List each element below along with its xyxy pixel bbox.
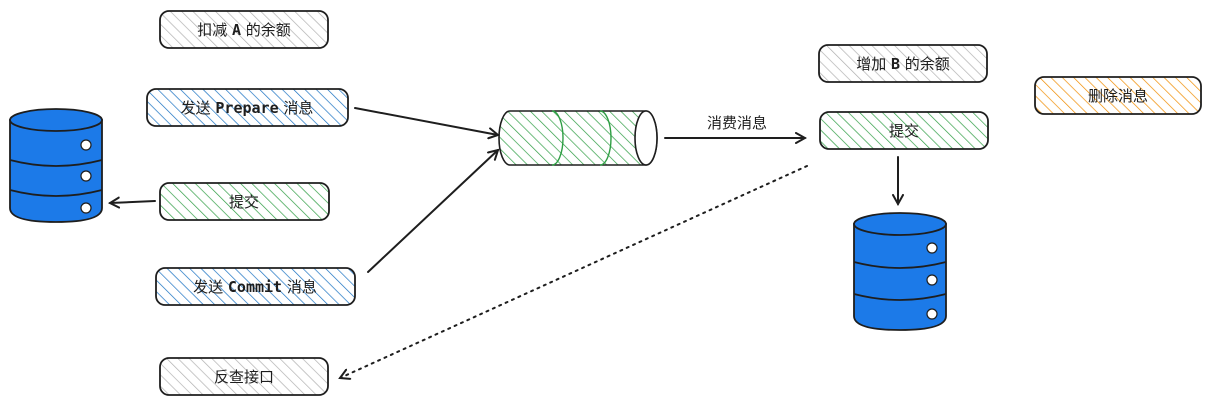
commit-to-database-arrow bbox=[110, 201, 156, 203]
send-commit-box: 发送 Commit 消息 bbox=[155, 267, 356, 306]
prepare-to-queue-arrow bbox=[354, 107, 498, 135]
commit-right-label: 提交 bbox=[889, 122, 919, 140]
reverse-check-dotted-arrow bbox=[340, 165, 808, 378]
consume-message-label: 消费消息 bbox=[707, 114, 767, 132]
commit-left-label: 提交 bbox=[229, 193, 259, 211]
increase-b-balance-box: 增加 B 的余额 bbox=[818, 44, 988, 83]
commit-to-queue-arrow bbox=[367, 150, 498, 273]
send-prepare-box: 发送 Prepare 消息 bbox=[146, 88, 349, 127]
delete-message-label: 删除消息 bbox=[1088, 87, 1148, 105]
message-queue-icon bbox=[498, 110, 658, 166]
send-prepare-label: 发送 Prepare 消息 bbox=[181, 99, 314, 117]
send-commit-label: 发送 Commit 消息 bbox=[193, 278, 317, 296]
deduct-a-balance-label: 扣减 A 的余额 bbox=[197, 21, 291, 39]
commit-left-box: 提交 bbox=[159, 182, 330, 221]
reverse-check-box: 反查接口 bbox=[159, 357, 329, 396]
commit-right-box: 提交 bbox=[819, 111, 989, 150]
increase-b-balance-label: 增加 B 的余额 bbox=[856, 55, 950, 73]
database-icon bbox=[9, 108, 103, 223]
delete-message-box: 删除消息 bbox=[1034, 76, 1202, 115]
database-icon bbox=[853, 212, 947, 331]
reverse-check-label: 反查接口 bbox=[214, 368, 274, 386]
deduct-a-balance-box: 扣减 A 的余额 bbox=[159, 10, 329, 49]
